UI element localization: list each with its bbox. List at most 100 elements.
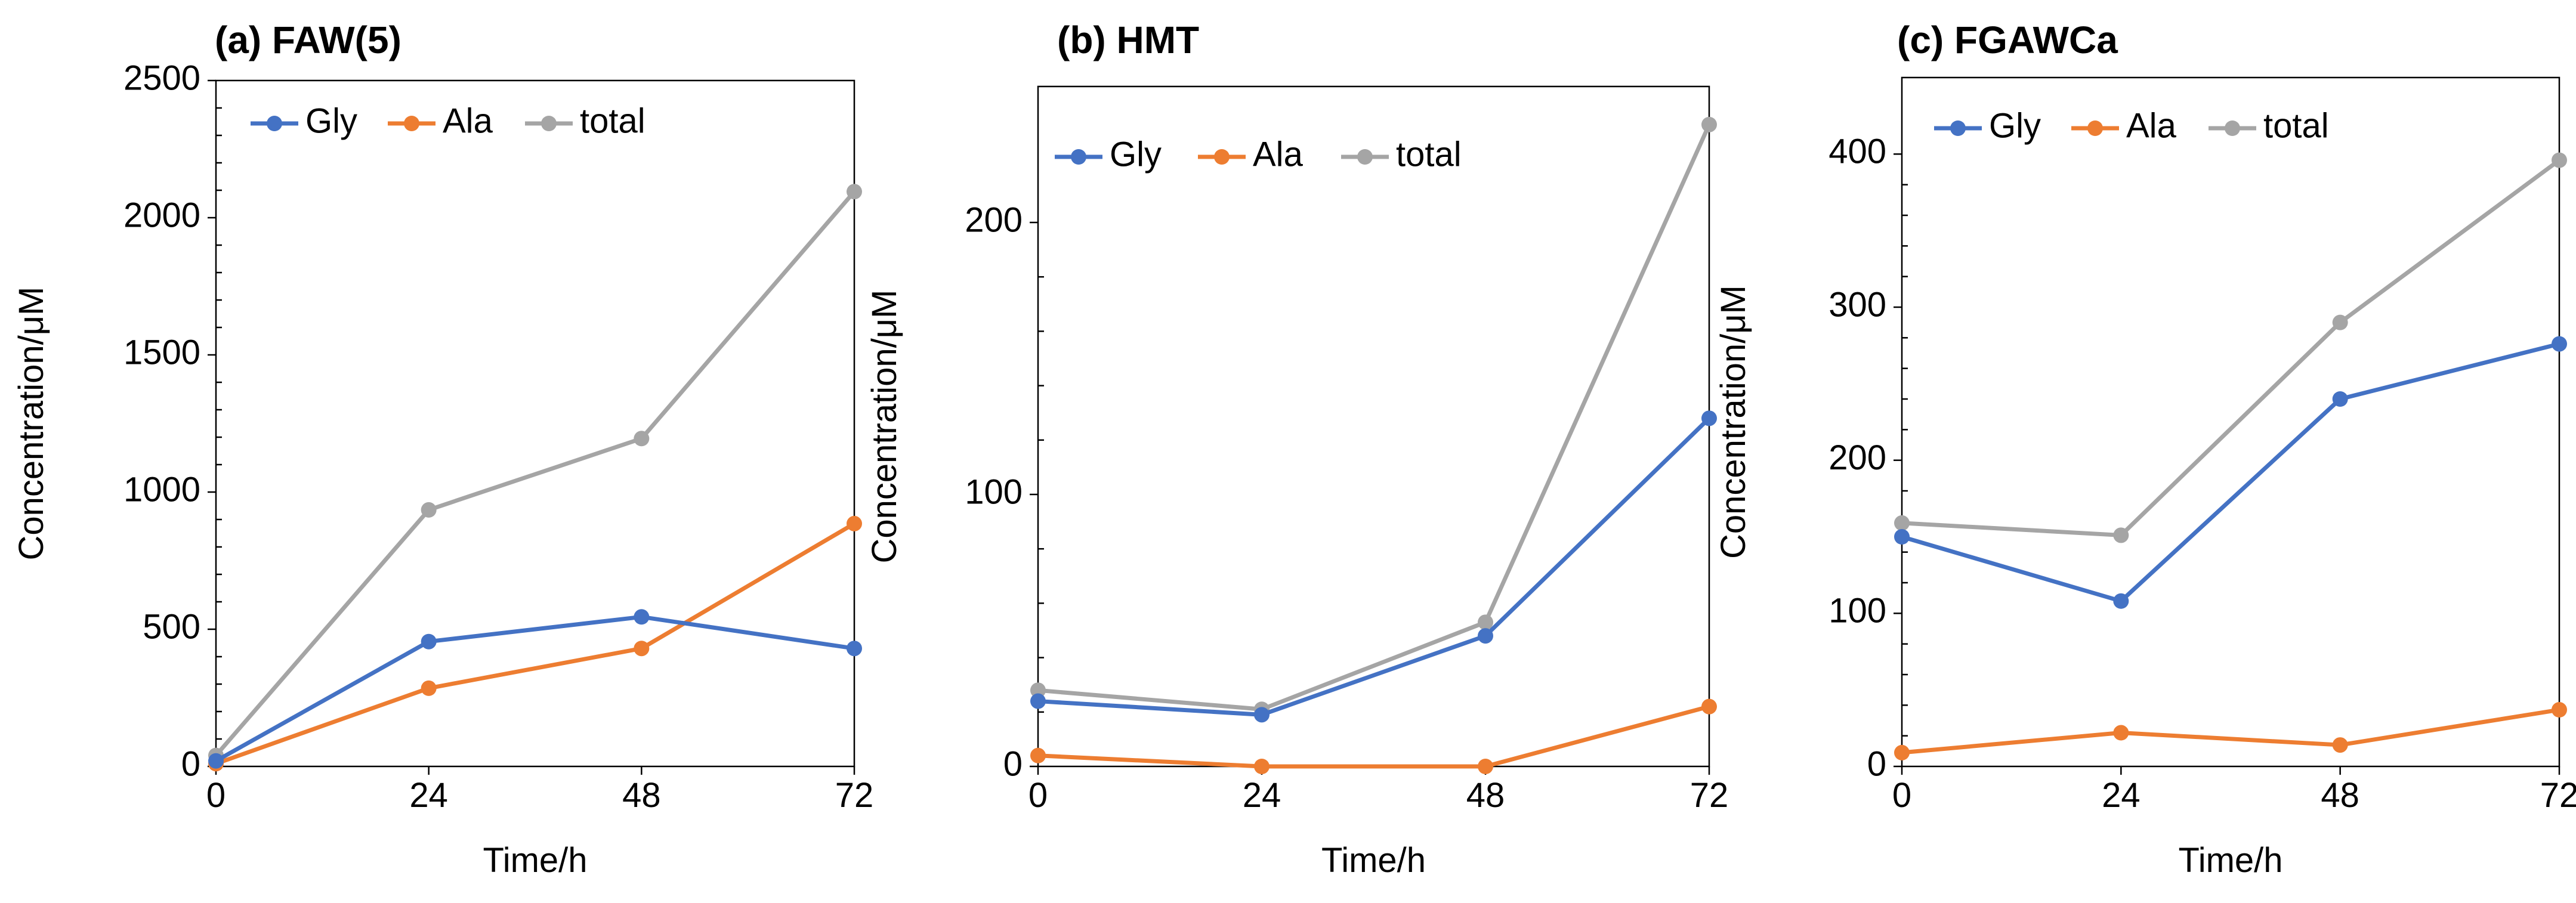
data-point-ala xyxy=(634,641,650,657)
data-point-gly xyxy=(847,641,862,657)
y-tick-label: 2500 xyxy=(123,58,200,97)
legend-marker-total xyxy=(541,116,557,131)
x-tick-label: 72 xyxy=(2540,776,2576,815)
y-tick-label: 300 xyxy=(1828,285,1886,324)
y-tick-label: 0 xyxy=(1867,744,1886,783)
legend-marker-total xyxy=(2225,120,2240,136)
legend-label-ala: Ala xyxy=(2126,106,2177,145)
legend-marker-gly xyxy=(1950,120,1966,136)
data-point-gly xyxy=(1894,529,1910,545)
data-point-gly xyxy=(208,753,224,769)
data-point-gly xyxy=(421,633,437,650)
legend-label-total: total xyxy=(580,101,645,140)
legend-marker-ala xyxy=(404,116,419,131)
legend-marker-ala xyxy=(1214,149,1230,165)
data-point-total xyxy=(421,502,437,518)
y-axis-label: Concentration/μM xyxy=(12,287,51,561)
x-axis-label: Time/h xyxy=(483,841,587,880)
x-axis-label: Time/h xyxy=(1321,841,1426,880)
data-point-ala xyxy=(2332,737,2348,753)
series-line-gly xyxy=(215,614,855,763)
data-point-total xyxy=(1894,515,1910,531)
chart-title: (b) HMT xyxy=(1057,18,1199,61)
x-axis-label: Time/h xyxy=(2178,841,2282,880)
legend-marker-total xyxy=(1357,149,1373,165)
legend: Gly Ala total xyxy=(1055,135,1462,174)
data-point-ala xyxy=(1254,759,1270,774)
x-tick-label: 24 xyxy=(2102,776,2141,815)
plot-area-frame xyxy=(1901,76,2560,768)
y-tick-label: 1500 xyxy=(123,333,200,372)
legend-label-ala: Ala xyxy=(443,101,493,140)
data-point-total xyxy=(1478,614,1493,630)
data-point-total xyxy=(1030,682,1046,698)
data-point-gly xyxy=(1254,707,1270,723)
series-line-total xyxy=(214,190,856,757)
data-point-total xyxy=(847,184,862,200)
x-tick-label: 0 xyxy=(1028,776,1048,815)
y-tick-label: 500 xyxy=(143,607,200,646)
data-point-gly xyxy=(1701,410,1717,426)
data-point-gly xyxy=(1478,628,1493,644)
legend-label-gly: Gly xyxy=(1110,135,1162,174)
legend: Gly Ala total xyxy=(251,101,645,140)
y-tick-label: 0 xyxy=(1003,744,1023,783)
data-point-total xyxy=(2552,152,2567,168)
data-point-total xyxy=(2332,314,2348,330)
y-tick-label: 2000 xyxy=(123,196,200,234)
y-tick-label: 200 xyxy=(1828,438,1886,477)
legend-marker-ala xyxy=(2087,120,2103,136)
y-tick-label: 400 xyxy=(1828,132,1886,171)
legend-marker-gly xyxy=(267,116,282,131)
x-tick-label: 72 xyxy=(835,776,874,815)
data-point-ala xyxy=(1894,744,1910,760)
series-line-ala xyxy=(1037,704,1710,769)
data-point-gly xyxy=(2332,391,2348,407)
legend-label-gly: Gly xyxy=(305,101,357,140)
data-point-gly xyxy=(634,609,650,625)
chart-title: (a) FAW(5) xyxy=(215,18,401,61)
chart-panel-3: (c) FGAWCa 0 100 200 300 400 0 24 48 72 Time/h Conc… xyxy=(1714,18,2576,880)
x-tick-label: 72 xyxy=(1690,776,1729,815)
y-tick-label: 0 xyxy=(181,744,200,783)
data-point-total xyxy=(2113,527,2129,543)
series-line-ala xyxy=(1901,707,2560,755)
y-tick-label: 100 xyxy=(965,472,1023,511)
series-line-gly xyxy=(1901,342,2560,604)
chart-title: (c) FGAWCa xyxy=(1897,18,2118,61)
data-point-gly xyxy=(1030,693,1046,709)
data-point-gly xyxy=(2113,593,2129,609)
chart-panel-2: (b) HMT 0 100 200 0 24 48 72 Time/h Concentration… xyxy=(865,18,1728,880)
plot-area-frame xyxy=(215,79,855,768)
y-axis-label: Concentration/μM xyxy=(1714,285,1753,559)
data-point-ala xyxy=(1701,698,1717,715)
x-tick-label: 48 xyxy=(1466,776,1505,815)
x-tick-label: 0 xyxy=(206,776,226,815)
series-line-ala xyxy=(215,521,855,766)
y-tick-label: 200 xyxy=(965,200,1023,239)
x-tick-label: 48 xyxy=(2321,776,2359,815)
data-point-ala xyxy=(2113,725,2129,741)
chart-panel-1: (a) FAW(5) 0 500 1000 1500 2000 2500 0 24 48 72 Tim… xyxy=(12,18,873,880)
series-line-total xyxy=(1901,158,2561,537)
x-tick-label: 0 xyxy=(1892,776,1911,815)
data-point-ala xyxy=(847,515,862,531)
data-point-ala xyxy=(1030,747,1046,763)
y-tick-label: 100 xyxy=(1828,592,1886,630)
series-line-total xyxy=(1037,123,1712,712)
data-point-total xyxy=(634,431,650,447)
data-point-ala xyxy=(1478,759,1493,774)
series-line-gly xyxy=(1037,416,1711,717)
y-axis-label: Concentration/μM xyxy=(865,290,904,564)
legend-label-total: total xyxy=(1396,135,1462,174)
data-point-ala xyxy=(2552,702,2567,718)
x-tick-label: 24 xyxy=(409,776,448,815)
x-tick-label: 48 xyxy=(622,776,661,815)
legend-marker-gly xyxy=(1071,149,1086,165)
legend-label-total: total xyxy=(2263,106,2329,145)
legend-label-gly: Gly xyxy=(1989,106,2041,145)
y-tick-label: 1000 xyxy=(123,470,200,509)
legend-label-ala: Ala xyxy=(1253,135,1304,174)
legend: Gly Ala total xyxy=(1934,106,2329,145)
